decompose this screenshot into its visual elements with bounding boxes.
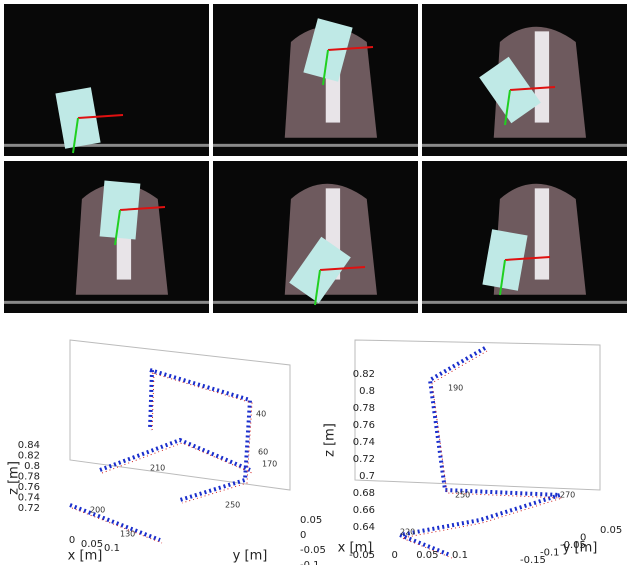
shirt	[535, 188, 549, 279]
floor	[422, 301, 627, 304]
point-annotation: 170	[262, 460, 277, 469]
x-tick-label: 0.1	[104, 543, 120, 554]
z-tick-label: 0.68	[353, 488, 375, 499]
point-annotation: 190	[448, 384, 463, 393]
y-tick-label: 0.05	[300, 515, 322, 526]
point-annotation: 130	[120, 530, 135, 539]
point-annotation: 250	[455, 491, 470, 500]
z-tick-label: 0.84	[18, 440, 40, 451]
trajectory-red	[402, 351, 562, 558]
trajectory	[70, 370, 250, 540]
floor	[4, 144, 209, 147]
y-tick-label: -0.05	[300, 545, 326, 556]
point-annotation: 250	[225, 501, 240, 510]
z-tick-label: 0.76	[353, 420, 375, 431]
point-annotation: 200	[90, 506, 105, 515]
trajectory	[400, 348, 560, 555]
point-annotation: 270	[560, 491, 575, 500]
z-axis-label: z [m]	[7, 461, 22, 495]
x-tick-label: 0	[391, 550, 397, 561]
z-tick-label: 0.72	[353, 454, 375, 465]
point-annotation: 60	[258, 448, 268, 457]
z-axis-label: z [m]	[323, 423, 338, 457]
y-tick-label: -0.1	[540, 548, 560, 559]
floor	[4, 301, 209, 304]
z-tick-label: 0.82	[18, 451, 40, 462]
z-tick-label: 0.82	[353, 369, 375, 380]
point-annotation: 40	[256, 410, 266, 419]
z-tick-label: 0.7	[359, 471, 375, 482]
y-tick-label: -0.1	[300, 560, 320, 565]
floor	[422, 144, 627, 147]
x-axis-label: x [m]	[338, 541, 373, 556]
z-tick-label: 0.8	[359, 386, 375, 397]
z-tick-label: 0.64	[353, 522, 375, 533]
y-axis-label: y [m]	[233, 549, 268, 564]
y-tick-label: 0	[300, 530, 306, 541]
z-tick-label: 0.66	[353, 505, 375, 516]
z-tick-label: 0.8	[24, 461, 40, 472]
y-tick-label: 0.05	[600, 525, 622, 536]
x-axis-label: x [m]	[68, 549, 103, 564]
point-annotation: 210	[150, 464, 165, 473]
photo-grid	[4, 4, 627, 313]
x-tick-label: 0	[69, 535, 75, 546]
shirt	[535, 31, 549, 122]
x-tick-label: 0.05	[416, 550, 438, 561]
x-tick-label: 0.1	[452, 550, 468, 561]
figure: 0.840.820.80.780.760.740.7200.050.10.050…	[0, 0, 629, 565]
z-tick-label: 0.78	[353, 403, 375, 414]
point-annotation: 220	[400, 528, 415, 537]
z-tick-label: 0.72	[18, 503, 40, 514]
plot-box	[355, 340, 600, 490]
z-tick-label: 0.74	[353, 437, 375, 448]
photo	[4, 4, 209, 156]
floor	[213, 144, 418, 147]
y-axis-label: y [m]	[563, 541, 598, 556]
